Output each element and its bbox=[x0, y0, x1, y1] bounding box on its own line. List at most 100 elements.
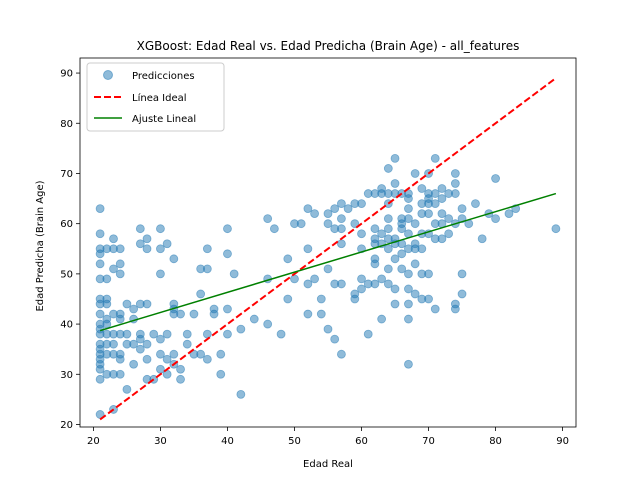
data-point bbox=[323, 324, 333, 334]
data-point bbox=[142, 234, 152, 244]
data-point bbox=[457, 269, 467, 279]
data-point bbox=[430, 304, 440, 314]
data-point bbox=[310, 209, 319, 219]
data-point bbox=[457, 289, 467, 299]
data-point bbox=[135, 344, 145, 354]
data-point bbox=[363, 329, 373, 339]
data-point bbox=[109, 264, 118, 274]
data-point bbox=[337, 214, 346, 224]
data-point bbox=[357, 229, 366, 239]
data-point bbox=[377, 229, 387, 239]
data-point bbox=[95, 204, 105, 214]
data-point bbox=[357, 274, 366, 284]
data-point bbox=[263, 319, 273, 329]
x-tick-label: 30 bbox=[154, 436, 167, 447]
data-point bbox=[410, 259, 420, 269]
data-point bbox=[162, 239, 172, 249]
data-point bbox=[229, 269, 239, 279]
data-point bbox=[176, 309, 185, 319]
data-point bbox=[404, 204, 413, 214]
data-point bbox=[162, 354, 172, 364]
data-point bbox=[303, 309, 313, 319]
data-point bbox=[102, 299, 112, 309]
data-point bbox=[350, 219, 360, 229]
data-point bbox=[450, 189, 460, 198]
data-point bbox=[337, 279, 346, 289]
data-point bbox=[323, 209, 333, 219]
data-point bbox=[337, 239, 346, 249]
data-point bbox=[316, 294, 326, 304]
data-point bbox=[450, 169, 460, 178]
data-point bbox=[383, 164, 393, 173]
data-point bbox=[169, 349, 179, 359]
data-point bbox=[404, 269, 413, 279]
legend-label-linea-ideal: Línea Ideal bbox=[132, 92, 187, 104]
y-tick-label: 60 bbox=[60, 219, 73, 230]
data-point bbox=[551, 224, 561, 234]
data-point bbox=[430, 154, 440, 163]
data-point bbox=[115, 314, 125, 324]
data-point bbox=[370, 259, 380, 269]
data-point bbox=[290, 274, 299, 284]
data-point bbox=[189, 309, 199, 319]
data-point bbox=[397, 224, 407, 234]
data-point bbox=[450, 179, 460, 188]
data-point bbox=[236, 324, 246, 334]
data-point bbox=[337, 199, 346, 208]
data-point bbox=[437, 209, 447, 219]
data-point bbox=[236, 389, 246, 399]
data-point bbox=[424, 209, 433, 219]
data-point bbox=[390, 154, 400, 163]
data-point bbox=[343, 204, 353, 214]
data-point bbox=[95, 364, 105, 374]
data-point bbox=[122, 384, 132, 394]
data-point bbox=[176, 374, 185, 384]
data-point bbox=[95, 259, 105, 269]
data-point bbox=[370, 224, 380, 234]
data-point bbox=[404, 359, 413, 369]
data-point bbox=[430, 199, 440, 208]
chart-title: XGBoost: Edad Real vs. Edad Predicha (Br… bbox=[137, 39, 520, 53]
data-point bbox=[276, 329, 286, 339]
data-point bbox=[377, 314, 387, 324]
data-point bbox=[202, 244, 212, 254]
data-point bbox=[303, 244, 313, 254]
data-point bbox=[216, 349, 226, 359]
data-point bbox=[383, 244, 393, 254]
data-point bbox=[223, 249, 232, 259]
data-point bbox=[397, 249, 407, 259]
data-point bbox=[176, 364, 185, 374]
x-tick-label: 50 bbox=[288, 436, 301, 447]
data-point bbox=[142, 354, 152, 364]
legend-marker-predicciones bbox=[103, 70, 113, 80]
legend-frame bbox=[86, 62, 225, 132]
data-point bbox=[129, 359, 139, 369]
data-point bbox=[357, 284, 366, 294]
data-point bbox=[95, 249, 105, 259]
y-tick-label: 50 bbox=[60, 269, 73, 280]
y-tick-label: 30 bbox=[60, 370, 73, 381]
data-point bbox=[223, 329, 232, 339]
data-point bbox=[142, 244, 152, 254]
x-axis-label: Edad Real bbox=[303, 459, 353, 470]
data-point bbox=[156, 269, 165, 279]
data-point bbox=[102, 319, 112, 329]
data-point bbox=[102, 274, 112, 284]
data-point bbox=[417, 184, 427, 193]
data-point bbox=[156, 244, 165, 254]
data-point bbox=[202, 354, 212, 364]
data-point bbox=[390, 254, 400, 264]
data-point bbox=[182, 339, 192, 349]
y-tick-label: 90 bbox=[60, 69, 73, 80]
data-point bbox=[410, 219, 420, 229]
data-point bbox=[202, 329, 212, 339]
data-point bbox=[357, 199, 366, 208]
data-point bbox=[156, 349, 165, 359]
data-point bbox=[477, 234, 487, 244]
data-point bbox=[424, 269, 433, 279]
data-point bbox=[471, 199, 480, 208]
plot-area: 20 30 40 50 60 70 80 90 20 30 40 50 60 70 80 90 bbox=[60, 57, 577, 447]
data-point bbox=[444, 214, 454, 224]
